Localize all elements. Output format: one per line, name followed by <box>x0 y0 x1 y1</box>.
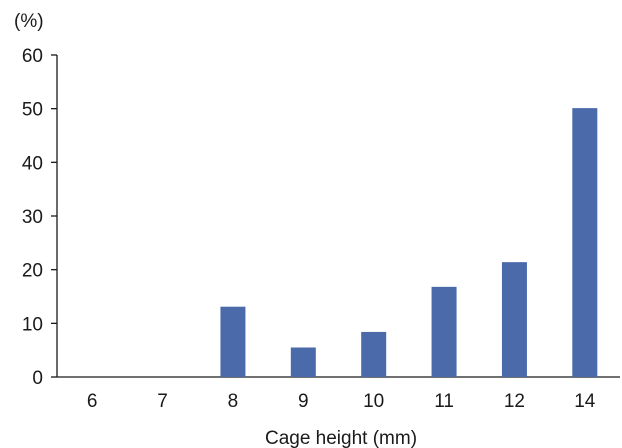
y-tick-label: 50 <box>22 100 43 121</box>
x-tick-label: 6 <box>87 391 98 412</box>
x-axis: 6 7 8 9 10 11 12 14 <box>57 376 620 412</box>
y-axis-label: (%) <box>14 11 44 32</box>
y-tick-label: 60 <box>22 46 43 67</box>
y-tick-label: 20 <box>22 261 43 282</box>
y-axis: 0 10 20 30 40 50 60 <box>22 46 58 389</box>
y-tick-label: 30 <box>22 207 43 228</box>
x-tick-label: 12 <box>504 391 525 412</box>
bar-9 <box>290 347 316 377</box>
bar-12 <box>501 262 527 377</box>
y-tick-label: 0 <box>32 368 43 389</box>
x-tick-label: 14 <box>574 391 596 412</box>
bar-10 <box>361 331 387 377</box>
bar-8 <box>220 306 246 377</box>
x-tick-label: 7 <box>157 391 168 412</box>
x-tick-label: 10 <box>363 391 384 412</box>
bars <box>220 108 598 377</box>
y-tick-label: 10 <box>22 314 43 335</box>
bar-14 <box>572 108 598 377</box>
bar-11 <box>431 286 457 377</box>
y-tick-label: 40 <box>22 153 43 174</box>
x-tick-label: 9 <box>298 391 309 412</box>
x-tick-label: 8 <box>228 391 239 412</box>
x-axis-label: Cage height (mm) <box>265 428 417 448</box>
x-tick-label: 11 <box>434 391 454 412</box>
